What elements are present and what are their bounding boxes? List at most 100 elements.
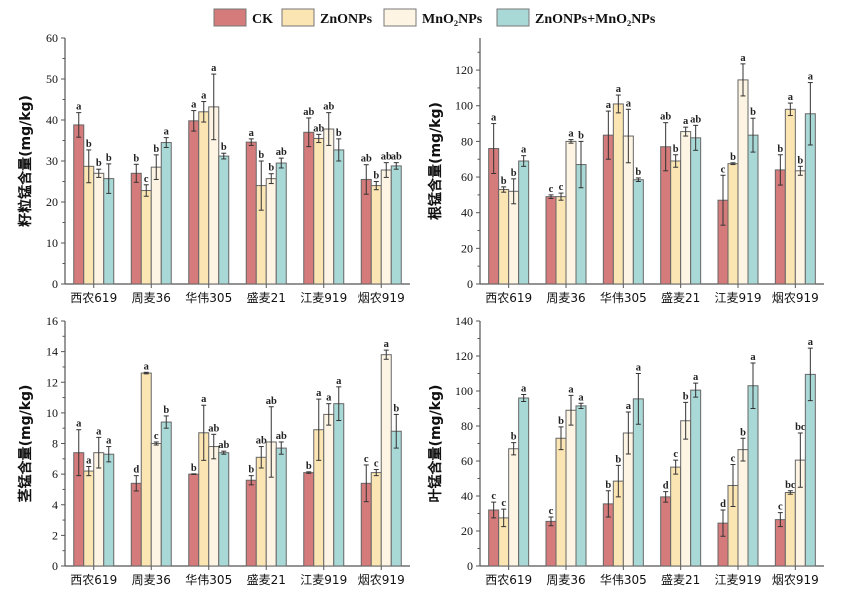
bar-3 bbox=[804, 373, 816, 567]
legend-swatch-1 bbox=[281, 8, 315, 27]
bar-3 bbox=[160, 142, 172, 285]
bar-1 bbox=[670, 466, 682, 567]
bar-3 bbox=[103, 453, 115, 567]
significance-label: a bbox=[86, 455, 92, 466]
significance-label: a bbox=[616, 84, 622, 95]
bar-3 bbox=[632, 179, 644, 285]
bar-2 bbox=[680, 131, 692, 285]
significance-label: b bbox=[683, 391, 689, 402]
bar-0 bbox=[130, 482, 142, 567]
bar-1 bbox=[313, 137, 325, 285]
significance-label: ab bbox=[276, 147, 287, 158]
significance-label: b bbox=[163, 405, 169, 416]
x-tick-label: 周麦36 bbox=[546, 573, 585, 587]
significance-label: b bbox=[258, 150, 264, 161]
significance-label: c bbox=[721, 164, 726, 175]
bar-3 bbox=[690, 389, 702, 567]
significance-label: b bbox=[777, 144, 783, 155]
significance-label: b bbox=[501, 176, 507, 187]
significance-label: a bbox=[211, 63, 217, 74]
significance-label: a bbox=[326, 393, 332, 404]
significance-label: c bbox=[673, 449, 678, 460]
bar-1 bbox=[370, 472, 382, 567]
bar-3 bbox=[160, 421, 172, 567]
bar-2 bbox=[794, 170, 806, 285]
significance-label: a bbox=[201, 394, 207, 405]
bar-3 bbox=[218, 452, 230, 567]
x-tick-label: 江麦919 bbox=[300, 573, 347, 587]
significance-label: a bbox=[626, 98, 632, 109]
bar-2 bbox=[265, 178, 277, 285]
bar-1 bbox=[784, 492, 796, 567]
y-tick-label: 140 bbox=[455, 314, 473, 328]
significance-label: a bbox=[316, 388, 322, 399]
significance-label: c bbox=[731, 454, 736, 465]
y-tick-label: 20 bbox=[461, 241, 473, 255]
y-axis-label: 茎锰含量(mg/kg) bbox=[17, 385, 34, 503]
bar-2 bbox=[565, 409, 577, 567]
significance-label: a bbox=[96, 426, 102, 437]
significance-label: a bbox=[808, 337, 814, 348]
y-tick-label: 0 bbox=[467, 559, 473, 573]
bar-1 bbox=[784, 108, 796, 285]
y-tick-label: 60 bbox=[461, 170, 473, 184]
significance-label: a bbox=[568, 384, 574, 395]
significance-label: a bbox=[201, 91, 207, 102]
significance-label: bc bbox=[795, 422, 806, 433]
significance-label: ab bbox=[208, 423, 219, 434]
bar-1 bbox=[370, 185, 382, 285]
bar-0 bbox=[188, 120, 200, 285]
y-tick-label: 120 bbox=[455, 349, 473, 363]
bar-0 bbox=[245, 479, 257, 567]
legend-label-3: ZnONPs+MnO₂NPs bbox=[535, 12, 656, 27]
bar-1 bbox=[670, 160, 682, 285]
bar-2 bbox=[208, 446, 220, 567]
bar-0 bbox=[660, 496, 672, 567]
significance-label: b bbox=[96, 158, 102, 169]
bar-2 bbox=[737, 449, 749, 567]
x-tick-label: 江麦919 bbox=[300, 291, 347, 305]
significance-label: b bbox=[673, 144, 679, 155]
bar-1 bbox=[255, 456, 267, 567]
x-tick-label: 华伟305 bbox=[185, 291, 232, 305]
y-tick-label: 40 bbox=[46, 113, 58, 127]
significance-label: d bbox=[133, 465, 139, 476]
bar-1 bbox=[612, 103, 624, 285]
panel-1: 020406080100120根锰含量(mg/kg)西农619abba周麦36c… bbox=[427, 38, 824, 305]
x-tick-label: 华伟305 bbox=[185, 573, 232, 587]
panel-2: 0246810121416茎锰含量(mg/kg)西农619aaaa周麦36dac… bbox=[17, 314, 410, 587]
y-tick-label: 0 bbox=[467, 277, 473, 291]
significance-label: b bbox=[635, 167, 641, 178]
significance-label: ab bbox=[276, 431, 287, 442]
y-tick-label: 80 bbox=[461, 419, 473, 433]
significance-label: ab bbox=[313, 123, 324, 134]
bar-2 bbox=[93, 452, 105, 567]
significance-label: c bbox=[491, 491, 496, 502]
significance-label: a bbox=[164, 127, 170, 138]
significance-label: c bbox=[549, 506, 554, 517]
significance-label: b bbox=[750, 107, 756, 118]
y-tick-label: 60 bbox=[461, 454, 473, 468]
bar-3 bbox=[275, 447, 287, 567]
x-tick-label: 西农619 bbox=[485, 291, 532, 305]
significance-label: b bbox=[558, 416, 564, 427]
bar-2 bbox=[323, 413, 335, 567]
y-tick-label: 14 bbox=[46, 345, 58, 359]
bar-0 bbox=[188, 473, 200, 567]
x-tick-label: 江麦919 bbox=[715, 291, 762, 305]
y-tick-label: 0 bbox=[52, 277, 58, 291]
bar-3 bbox=[218, 155, 230, 285]
x-tick-label: 盛麦21 bbox=[247, 572, 286, 587]
y-tick-label: 16 bbox=[46, 314, 58, 328]
bar-2 bbox=[508, 448, 520, 567]
bar-3 bbox=[690, 137, 702, 285]
significance-label: ab bbox=[218, 440, 229, 451]
x-tick-label: 烟农919 bbox=[358, 573, 405, 587]
x-tick-label: 烟农919 bbox=[358, 291, 405, 305]
bar-0 bbox=[245, 141, 257, 285]
significance-label: ab bbox=[361, 154, 372, 165]
significance-label: b bbox=[740, 427, 746, 438]
significance-label: d bbox=[663, 481, 669, 492]
bar-3 bbox=[390, 165, 402, 285]
significance-label: c bbox=[778, 502, 783, 513]
